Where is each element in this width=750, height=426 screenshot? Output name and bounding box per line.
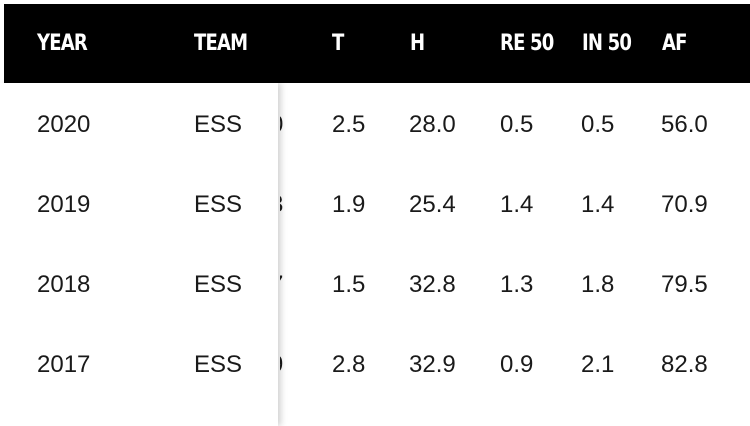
t-cell: 1.9 bbox=[332, 191, 366, 218]
team-cell[interactable]: ESS bbox=[194, 191, 243, 218]
year-cell: 2020 bbox=[37, 111, 91, 138]
column-header-t[interactable]: T bbox=[332, 31, 344, 56]
year-cell: 2017 bbox=[37, 351, 91, 378]
column-header-year[interactable]: YEAR bbox=[37, 31, 88, 56]
re50-cell: 1.3 bbox=[500, 271, 534, 298]
year-cell: 2019 bbox=[37, 191, 91, 218]
column-header-team[interactable]: TEAM bbox=[194, 31, 248, 56]
scrollable-stats-region[interactable]: 0 2.5 28.0 0.5 0.5 56.0 3 1.9 25.4 1.4 1… bbox=[280, 83, 750, 426]
in50-cell: 1.4 bbox=[581, 191, 615, 218]
table-row: 2020 ESS bbox=[0, 85, 278, 165]
in50-cell: 0.5 bbox=[581, 111, 615, 138]
in50-cell: 2.1 bbox=[581, 351, 615, 378]
af-cell: 70.9 bbox=[661, 191, 708, 218]
h-cell: 25.4 bbox=[409, 191, 456, 218]
h-cell: 32.9 bbox=[409, 351, 456, 378]
table-row: 3 1.9 25.4 1.4 1.4 70.9 bbox=[280, 165, 750, 245]
partial-stat-cell: 3 bbox=[280, 165, 283, 245]
table-row: 2017 ESS bbox=[0, 325, 278, 405]
re50-cell: 0.9 bbox=[500, 351, 534, 378]
column-header-af[interactable]: AF bbox=[662, 31, 687, 56]
column-header-h[interactable]: H bbox=[410, 31, 425, 56]
t-cell: 2.5 bbox=[332, 111, 366, 138]
af-cell: 82.8 bbox=[661, 351, 708, 378]
table-row: 2019 ESS bbox=[0, 165, 278, 245]
h-cell: 28.0 bbox=[409, 111, 456, 138]
partial-stat-cell: 9 bbox=[280, 325, 283, 405]
partial-stat-cell: 0 bbox=[280, 85, 283, 165]
year-cell: 2018 bbox=[37, 271, 91, 298]
table-row: 2018 ESS bbox=[0, 245, 278, 325]
table-row: 0 2.5 28.0 0.5 0.5 56.0 bbox=[280, 85, 750, 165]
in50-cell: 1.8 bbox=[581, 271, 615, 298]
column-header-re50[interactable]: RE 50 bbox=[500, 31, 554, 56]
t-cell: 1.5 bbox=[332, 271, 366, 298]
af-cell: 56.0 bbox=[661, 111, 708, 138]
table-row: 9 2.8 32.9 0.9 2.1 82.8 bbox=[280, 325, 750, 405]
column-header-in50[interactable]: IN 50 bbox=[582, 31, 632, 56]
team-cell[interactable]: ESS bbox=[194, 351, 243, 378]
h-cell: 32.8 bbox=[409, 271, 456, 298]
table-header: YEAR TEAM T H RE 50 IN 50 AF bbox=[4, 4, 750, 83]
re50-cell: 1.4 bbox=[500, 191, 534, 218]
table-row: 7 1.5 32.8 1.3 1.8 79.5 bbox=[280, 245, 750, 325]
partial-stat-cell: 7 bbox=[280, 245, 283, 325]
frozen-columns: 2020 ESS 2019 ESS 2018 ESS 2017 ESS bbox=[0, 83, 278, 426]
af-cell: 79.5 bbox=[661, 271, 708, 298]
team-cell[interactable]: ESS bbox=[194, 111, 243, 138]
team-cell[interactable]: ESS bbox=[194, 271, 243, 298]
t-cell: 2.8 bbox=[332, 351, 366, 378]
re50-cell: 0.5 bbox=[500, 111, 534, 138]
